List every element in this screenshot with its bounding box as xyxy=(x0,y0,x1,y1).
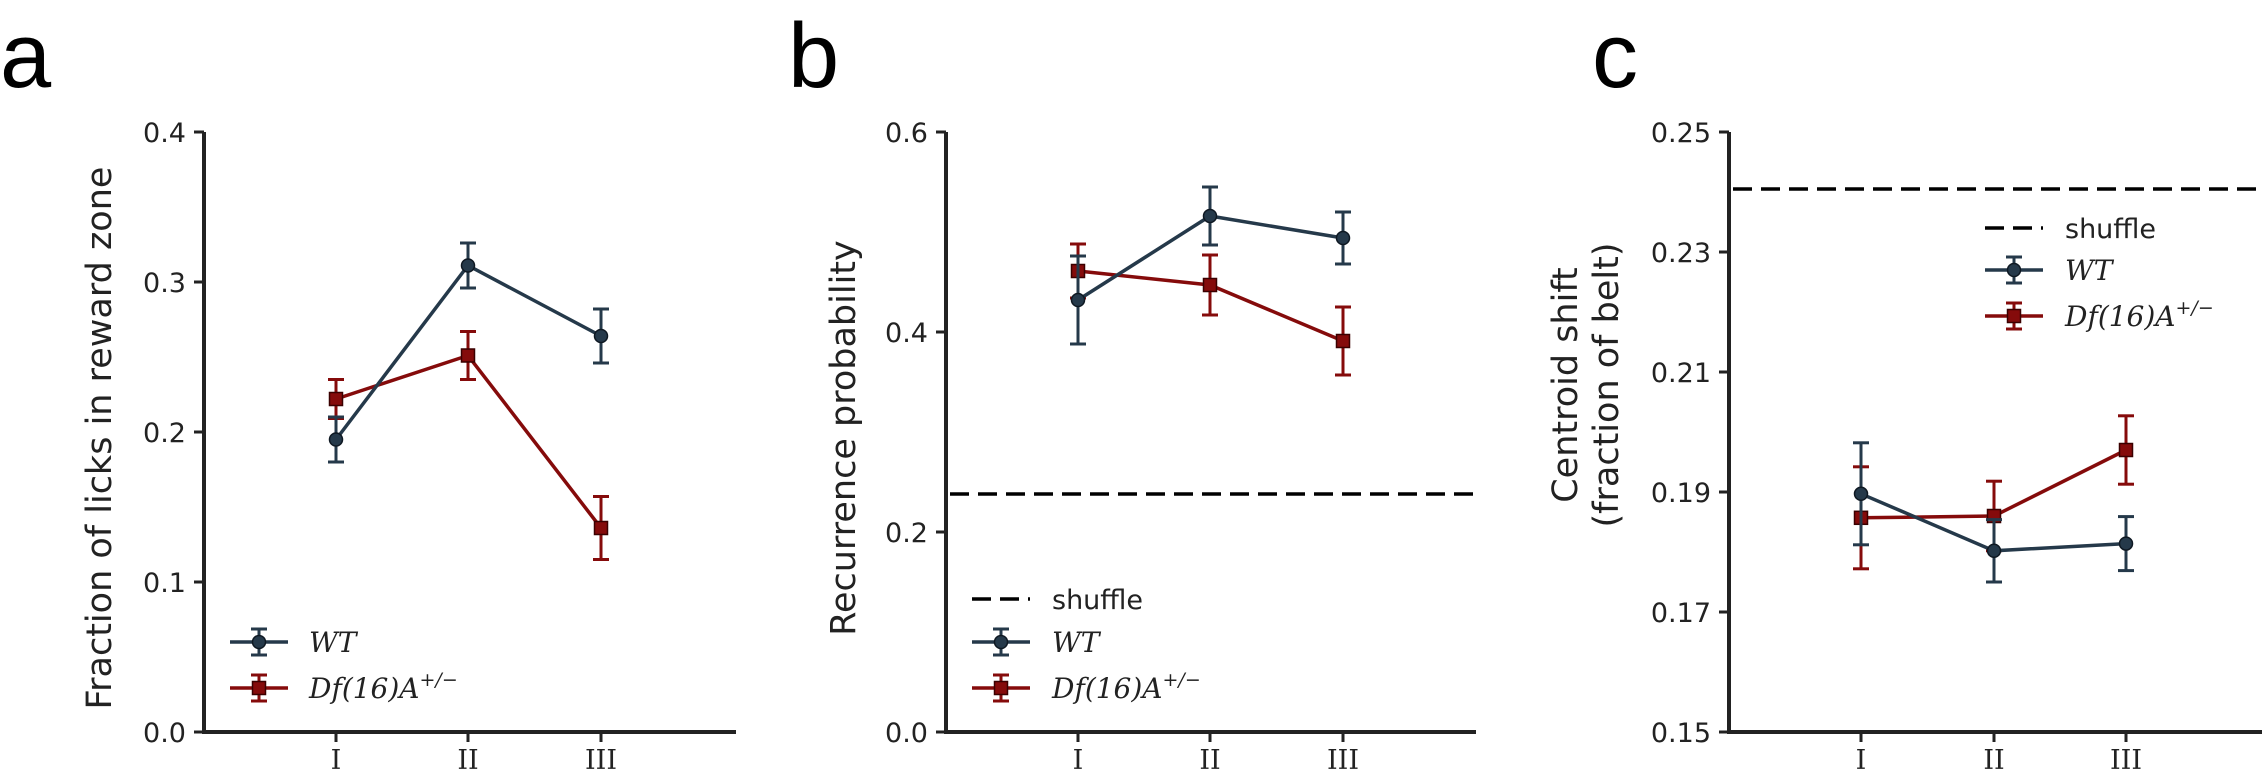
y-tick-label-a: 0.4 xyxy=(143,118,186,149)
y-tick-label-a: 0.3 xyxy=(143,268,186,299)
y-axis-label-a: Fraction of licks in reward zone xyxy=(80,167,120,710)
legend-c-label-wt: WT xyxy=(2065,254,2115,287)
data-point-b-wt xyxy=(1070,292,1086,308)
x-tick-label-c: I xyxy=(1856,745,1867,775)
legend-a-label-wt: WT xyxy=(309,626,359,659)
legend-a-marker-df xyxy=(230,673,288,703)
x-tick-label-a: III xyxy=(585,745,617,775)
data-point-a-df xyxy=(328,391,344,407)
y-tick-label-a: 0.0 xyxy=(143,718,186,749)
data-point-a-df xyxy=(460,348,476,363)
legend-c-marker-df xyxy=(1985,301,2043,331)
legend-b-label-shuffle: shuffle xyxy=(1052,585,1143,616)
data-point-c-wt xyxy=(2118,536,2134,551)
legend-a-label-df-name: Df(16)A xyxy=(308,672,420,705)
legend-c-label-df-sup: +/− xyxy=(2176,297,2214,319)
chart-panel-a: 0.00.10.20.30.4I II III xyxy=(143,118,736,775)
data-point-b-df xyxy=(1335,333,1351,349)
legend-b-label-df: Df(16)A+/− xyxy=(1051,669,1201,705)
legend-c-label-df: Df(16)A+/− xyxy=(2064,297,2214,333)
data-point-b-wt xyxy=(1335,230,1351,246)
legend-a: WT Df(16)A+/− xyxy=(230,626,458,705)
y-tick-label-c: 0.25 xyxy=(1651,118,1711,149)
data-point-b-wt xyxy=(1202,208,1218,224)
series-line-a-df xyxy=(335,353,603,530)
panel-letter-c: c xyxy=(1592,5,1638,107)
legend-b-label-df-sup: +/− xyxy=(1163,669,1201,691)
x-tick-label-b: I xyxy=(1073,745,1084,775)
y-tick-label-b: 0.4 xyxy=(885,318,928,349)
x-tick-label-b: III xyxy=(1327,745,1359,775)
y-tick-label-c: 0.23 xyxy=(1651,238,1711,269)
data-point-c-wt xyxy=(1986,543,2002,559)
chart-panel-c: 0.150.170.190.210.230.25I II III xyxy=(1651,118,2262,775)
y-axis-label-b: Recurrence probability xyxy=(824,240,864,635)
legend-b: shuffle WT Df(16)A+/− xyxy=(972,585,1201,705)
panel-letter-a: a xyxy=(0,5,52,107)
legend-a-marker-wt xyxy=(230,627,288,657)
data-point-b-df xyxy=(1202,277,1218,293)
x-tick-label-c: II xyxy=(1983,745,2004,775)
y-tick-label-a: 0.2 xyxy=(143,418,186,449)
x-tick-label-a: I xyxy=(331,745,342,775)
panel-letter-b: b xyxy=(788,5,839,107)
y-tick-label-c: 0.19 xyxy=(1651,478,1711,509)
x-tick-label-a: II xyxy=(457,745,478,775)
legend-b-marker-wt xyxy=(972,627,1030,657)
legend-c: shuffle WT Df(16)A+/− xyxy=(1985,214,2214,333)
data-point-a-wt xyxy=(593,328,609,344)
y-tick-label-b: 0.0 xyxy=(885,718,928,749)
y-tick-label-c: 0.17 xyxy=(1651,598,1711,629)
y-tick-label-b: 0.6 xyxy=(885,118,928,149)
x-tick-label-b: II xyxy=(1199,745,1220,775)
y-tick-label-c: 0.21 xyxy=(1651,358,1711,389)
y-tick-label-b: 0.2 xyxy=(885,518,928,549)
x-tick-label-c: III xyxy=(2110,745,2142,775)
data-point-a-wt xyxy=(460,258,476,273)
data-point-a-df xyxy=(593,520,609,536)
data-point-c-wt xyxy=(1853,486,1869,502)
legend-b-marker-df xyxy=(972,673,1030,703)
legend-a-label-df: Df(16)A+/− xyxy=(308,669,458,705)
legend-c-marker-wt xyxy=(1985,255,2043,285)
y-axis-label-c-line2: (fraction of belt) xyxy=(1587,243,1627,528)
legend-b-label-df-name: Df(16)A xyxy=(1051,672,1163,705)
legend-a-label-df-sup: +/− xyxy=(420,669,458,691)
chart-panel-b: 0.00.20.40.6I II III xyxy=(885,118,1476,775)
legend-c-label-shuffle: shuffle xyxy=(2065,214,2156,245)
y-tick-label-a: 0.1 xyxy=(143,568,186,599)
data-point-c-df xyxy=(2118,442,2134,458)
y-axis-label-c-line1: Centroid shift xyxy=(1546,267,1586,503)
data-point-a-wt xyxy=(328,432,344,447)
legend-c-label-df-name: Df(16)A xyxy=(2064,300,2176,333)
legend-b-label-wt: WT xyxy=(1052,626,1102,659)
y-tick-label-c: 0.15 xyxy=(1651,718,1711,749)
